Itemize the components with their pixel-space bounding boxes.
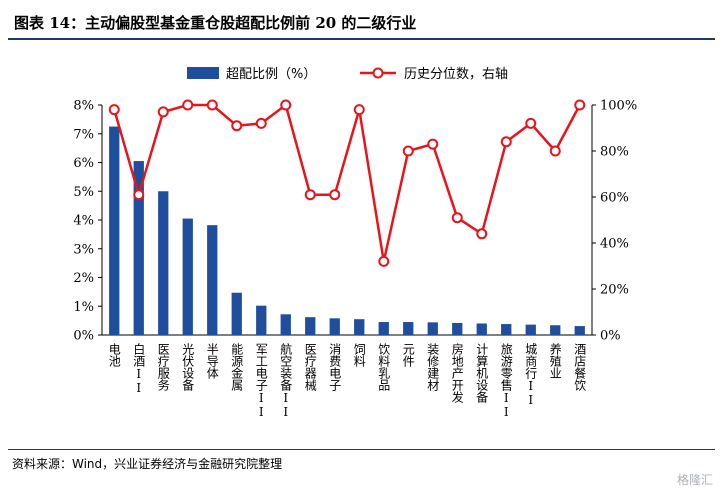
source-note: 资料来源：Wind，兴业证券经济与金融研究院整理	[12, 457, 283, 471]
x-tick-label: 医疗服务	[156, 343, 170, 391]
x-tick-label: 元件	[401, 343, 415, 367]
y-left-tick-label: 5%	[73, 185, 94, 200]
x-tick-label: 旅游零售II	[499, 343, 513, 419]
line-point	[500, 136, 512, 148]
x-tick-label: 军工电子II	[254, 343, 268, 419]
bar	[109, 126, 120, 335]
bar	[256, 305, 267, 335]
x-tick-label: 电池	[107, 343, 121, 367]
x-tick-label: 能源金属	[230, 343, 244, 392]
x-tick-label: 航空装备II	[279, 342, 293, 419]
y-left-tick-label: 7%	[73, 127, 94, 142]
line-point	[133, 189, 145, 201]
bar	[207, 225, 218, 335]
x-tick-label: 白酒II	[132, 342, 146, 395]
legend-line-marker	[372, 67, 384, 79]
y-left-tick-label: 0%	[73, 329, 94, 344]
legend-line-label: 历史分位数，右轴	[404, 67, 508, 82]
x-tick-label: 装修建材	[426, 343, 440, 391]
x-tick-label: 饮料乳品	[377, 343, 391, 391]
line-point	[525, 117, 537, 129]
y-right-tick-label: 20%	[600, 283, 629, 298]
line-point	[476, 228, 488, 240]
line-point	[182, 99, 194, 111]
line-point	[427, 138, 439, 150]
bar	[427, 322, 438, 335]
title-bar: 图表 14：主动偏股型基金重仓股超配比例前 20 的二级行业	[8, 6, 715, 36]
watermark: 格隆汇	[676, 473, 713, 487]
line-point	[549, 145, 561, 157]
y-left-tick-label: 1%	[73, 300, 94, 315]
y-left-tick-label: 4%	[73, 214, 94, 229]
line-point	[304, 189, 316, 201]
line-point	[231, 120, 243, 132]
y-right-tick-label: 100%	[600, 99, 637, 114]
y-right-tick-label: 60%	[600, 191, 629, 206]
bar	[133, 161, 144, 335]
legend-bar-swatch	[187, 67, 219, 79]
bar	[378, 322, 389, 335]
line-point	[451, 212, 463, 224]
y-left-tick-label: 3%	[73, 242, 94, 257]
x-tick-label: 房地产开发	[450, 342, 464, 403]
x-tick-label: 消费电子	[328, 343, 342, 391]
line-point	[255, 117, 267, 129]
bar	[158, 191, 169, 335]
source-divider	[8, 449, 715, 450]
line-point	[329, 189, 341, 201]
bar	[305, 317, 316, 335]
x-tick-label: 计算机设备	[475, 343, 489, 404]
y-left-tick-label: 2%	[73, 271, 94, 286]
y-left-tick-label: 6%	[73, 156, 94, 171]
y-right-tick-label: 40%	[600, 237, 629, 252]
bar	[280, 314, 291, 335]
bar	[574, 326, 585, 335]
line-point	[353, 104, 365, 116]
y-left-tick-label: 8%	[73, 99, 94, 114]
legend-bar-label: 超配比例（%）	[226, 67, 316, 82]
bar	[452, 322, 463, 335]
x-tick-label: 饲料	[352, 343, 366, 367]
title-divider	[8, 38, 715, 40]
line-point	[108, 104, 120, 116]
line-point	[206, 99, 218, 111]
line-point	[574, 99, 586, 111]
bar	[525, 324, 536, 335]
chart-title: 图表 14：主动偏股型基金重仓股超配比例前 20 的二级行业	[14, 14, 417, 32]
bar	[403, 322, 414, 335]
bar	[550, 325, 561, 335]
line-point	[378, 255, 390, 267]
x-tick-label: 城商行II	[524, 343, 538, 407]
x-tick-label: 光伏设备	[181, 343, 195, 392]
y-right-tick-label: 80%	[600, 145, 629, 160]
line-point	[157, 106, 169, 118]
x-tick-label: 医疗器械	[303, 343, 317, 391]
x-tick-label: 酒店餐饮	[573, 343, 587, 392]
y-right-tick-label: 0%	[600, 329, 621, 344]
bar	[329, 318, 340, 335]
bar	[476, 323, 487, 335]
line-point	[402, 145, 414, 157]
x-tick-label: 养殖业	[548, 342, 562, 379]
line-point	[280, 99, 292, 111]
bar	[231, 292, 242, 335]
bar	[501, 324, 512, 335]
bar	[354, 319, 365, 335]
x-tick-label: 半导体	[205, 343, 219, 380]
bar	[182, 218, 193, 335]
